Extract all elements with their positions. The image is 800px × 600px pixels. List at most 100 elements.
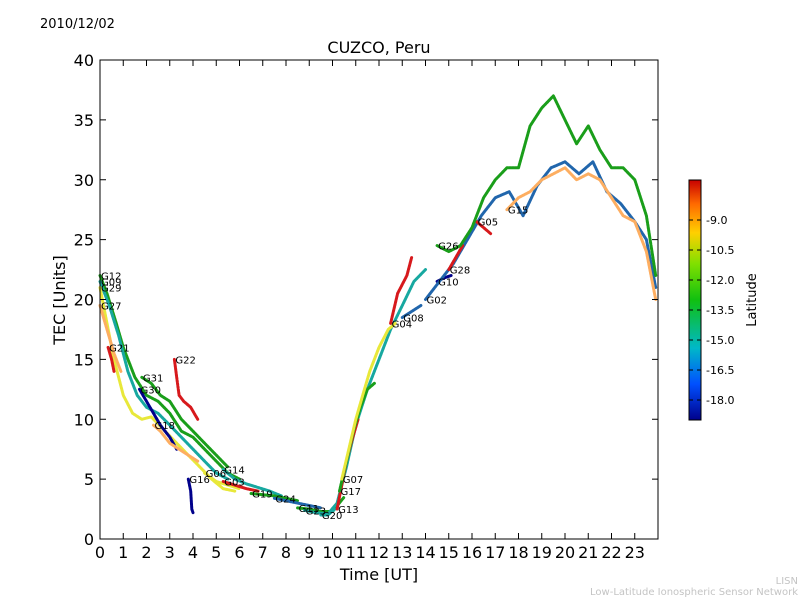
series-trace-g09	[98, 280, 230, 481]
satellite-label: G07	[343, 475, 363, 486]
series-trace-g16	[186, 477, 195, 515]
satellite-label: G28	[450, 266, 470, 277]
colorbar-tick-label: -12.0	[706, 274, 734, 287]
colorbar-tick-label: -13.5	[706, 304, 734, 317]
x-tick-label: 4	[188, 543, 198, 562]
satellite-label: G11	[299, 504, 319, 515]
footer: LISN Low-Latitude Ionospheric Sensor Net…	[590, 576, 798, 598]
x-tick-label: 21	[578, 543, 598, 562]
y-tick-label: 10	[74, 410, 94, 429]
footer-line2: Low-Latitude Ionospheric Sensor Network	[590, 587, 798, 598]
satellite-label: G08	[403, 313, 423, 324]
series-trace-g19	[249, 492, 300, 503]
x-tick-label: 2	[141, 543, 151, 562]
satellite-label: G22	[175, 355, 195, 366]
x-tick-label: 20	[555, 543, 575, 562]
series-trace-g18	[152, 423, 200, 463]
x-tick-label: 3	[165, 543, 175, 562]
series-trace-g02	[424, 160, 658, 301]
x-tick-label: 11	[346, 543, 366, 562]
x-tick-label: 7	[258, 543, 268, 562]
series-trace-g31	[140, 375, 230, 469]
x-tick-label: 15	[439, 543, 459, 562]
colorbar-label: Latitude	[745, 273, 760, 327]
y-tick-label: 20	[74, 291, 94, 310]
satellite-label: G21	[109, 343, 129, 354]
series-trace-g03	[221, 480, 260, 493]
series-trace-g14	[221, 468, 283, 498]
satellite-label: G20	[322, 511, 342, 522]
colorbar-tick-label: -10.5	[706, 244, 734, 257]
x-axis-label: Time [UT]	[339, 565, 418, 584]
y-tick-label: 35	[74, 111, 94, 130]
colorbar-tick-label: -18.0	[706, 394, 734, 407]
series-trace-g24	[272, 496, 323, 510]
satellite-label: G18	[154, 421, 174, 432]
satellite-label: G05	[478, 218, 498, 229]
satellite-label: G14	[224, 466, 244, 477]
y-tick-label: 5	[84, 470, 94, 489]
satellite-label: G29	[101, 284, 121, 295]
colorbar-tick-label: -16.5	[706, 364, 734, 377]
series-trace-g27	[98, 304, 123, 373]
y-tick-label: 0	[84, 530, 94, 549]
series-trace-g21	[106, 345, 116, 373]
x-tick-label: 22	[601, 543, 621, 562]
satellite-label: G13	[338, 505, 358, 516]
x-tick-label: 1	[118, 543, 128, 562]
satellite-label: G04	[392, 319, 412, 330]
series-trace-g20	[319, 507, 337, 517]
series-trace-g26	[435, 94, 658, 277]
x-tick-label: 12	[369, 543, 389, 562]
satellite-label: G03	[224, 478, 244, 489]
series-trace-g06	[203, 471, 241, 491]
satellite-label: G12	[101, 272, 121, 283]
footer-line1: LISN	[775, 576, 798, 587]
date-label: 2010/12/02	[40, 17, 115, 32]
satellite-label: G30	[141, 385, 161, 396]
x-tick-label: 5	[211, 543, 221, 562]
x-tick-label: 9	[304, 543, 314, 562]
x-tick-label: 18	[508, 543, 528, 562]
series-trace-g05	[475, 220, 493, 236]
series-trace-g07	[340, 321, 397, 481]
satellite-label: G16	[189, 475, 209, 486]
y-axis-label: TEC [Units]	[50, 255, 69, 346]
satellite-label: G17	[340, 487, 360, 498]
colorbar-gradient	[688, 179, 702, 421]
x-tick-label: 8	[281, 543, 291, 562]
y-tick-label: 40	[74, 51, 94, 70]
colorbar-tick-label: -9.0	[706, 214, 727, 227]
series-trace-g15	[505, 166, 658, 301]
series-trace-g22	[172, 357, 200, 421]
x-tick-label: 13	[392, 543, 412, 562]
satellite-label: G02	[427, 296, 447, 307]
satellite-label: G24	[275, 494, 295, 505]
y-tick-label: 15	[74, 350, 94, 369]
x-tick-label: 23	[625, 543, 645, 562]
x-tick-label: 10	[322, 543, 342, 562]
x-tick-label: 19	[532, 543, 552, 562]
x-tick-label: 6	[234, 543, 244, 562]
satellite-label: G10	[438, 278, 458, 289]
chart-title: CUZCO, Peru	[327, 38, 430, 57]
series-trace-g08	[400, 304, 423, 319]
satellite-label: G23	[306, 506, 326, 517]
series-trace-g30	[138, 387, 179, 451]
series-trace-g04	[389, 256, 414, 325]
series-trace-g28	[447, 244, 465, 272]
plot-frame	[99, 59, 659, 540]
x-tick-label: 14	[415, 543, 435, 562]
satellite-label: G09	[101, 278, 121, 289]
y-tick-label: 25	[74, 231, 94, 250]
satellite-label: G27	[101, 301, 121, 312]
y-tick-label: 30	[74, 171, 94, 190]
satellite-label: G06	[206, 469, 226, 480]
x-tick-label: 17	[485, 543, 505, 562]
x-tick-label: 0	[95, 543, 105, 562]
colorbar: -9.0 -10.5 -12.0 -13.5 -15.0 -16.5 -18.0 Latit…	[688, 179, 760, 421]
colorbar-tick-label: -15.0	[706, 334, 734, 347]
satellite-label: G31	[143, 373, 163, 384]
satellite-label: G15	[508, 206, 528, 217]
